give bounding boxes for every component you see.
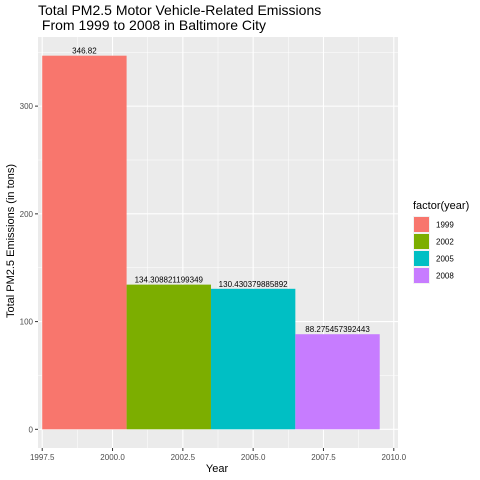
- data-label-2005: 130.430379885892: [219, 280, 289, 289]
- y-axis: 0 100 200 300: [20, 102, 38, 434]
- data-label-1999: 346.82: [72, 47, 97, 56]
- chart-title-line-1: Total PM2.5 Motor Vehicle-Related Emissi…: [38, 2, 321, 18]
- legend-swatch-2008: [414, 268, 429, 283]
- data-label-2008: 88.275457392443: [305, 325, 370, 334]
- x-tick-label: 1997.5: [30, 453, 55, 462]
- legend-title: factor(year): [413, 200, 469, 212]
- y-tick-label: 100: [20, 318, 34, 327]
- y-tick-label: 300: [20, 102, 34, 111]
- bars: [42, 55, 380, 430]
- bar-1999: [42, 55, 127, 430]
- legend-label-2008: 2008: [436, 272, 454, 281]
- y-axis-title: Total PM2.5 Emissions (in tons): [5, 164, 17, 318]
- y-tick-label: 200: [20, 210, 34, 219]
- data-labels: 346.82 134.308821199349 130.430379885892 88…: [72, 47, 370, 335]
- x-axis: 1997.5 2000.0 2002.5 2005.0 2007.5 2010.0: [30, 448, 407, 462]
- chart-title-line-2: From 1999 to 2008 in Baltimore City: [38, 17, 266, 33]
- data-label-2002: 134.308821199349: [135, 276, 204, 285]
- x-axis-title: Year: [206, 463, 229, 475]
- bar-2005: [210, 288, 296, 430]
- legend-swatch-2005: [414, 251, 429, 266]
- bar-2008: [295, 334, 380, 430]
- legend-label-1999: 1999: [436, 221, 454, 230]
- legend-swatch-2002: [414, 234, 429, 249]
- x-tick-label: 2010.0: [382, 453, 407, 462]
- bar-2002: [126, 284, 211, 430]
- y-tick-label: 0: [29, 425, 34, 434]
- legend: factor(year) 1999 2002 2005 2008: [413, 200, 469, 284]
- x-tick-label: 2002.5: [171, 453, 196, 462]
- x-tick-label: 2005.0: [241, 453, 266, 462]
- legend-label-2005: 2005: [436, 255, 454, 264]
- x-tick-label: 2000.0: [100, 453, 125, 462]
- legend-label-2002: 2002: [436, 238, 454, 247]
- x-tick-label: 2007.5: [311, 453, 336, 462]
- legend-swatch-1999: [414, 217, 429, 232]
